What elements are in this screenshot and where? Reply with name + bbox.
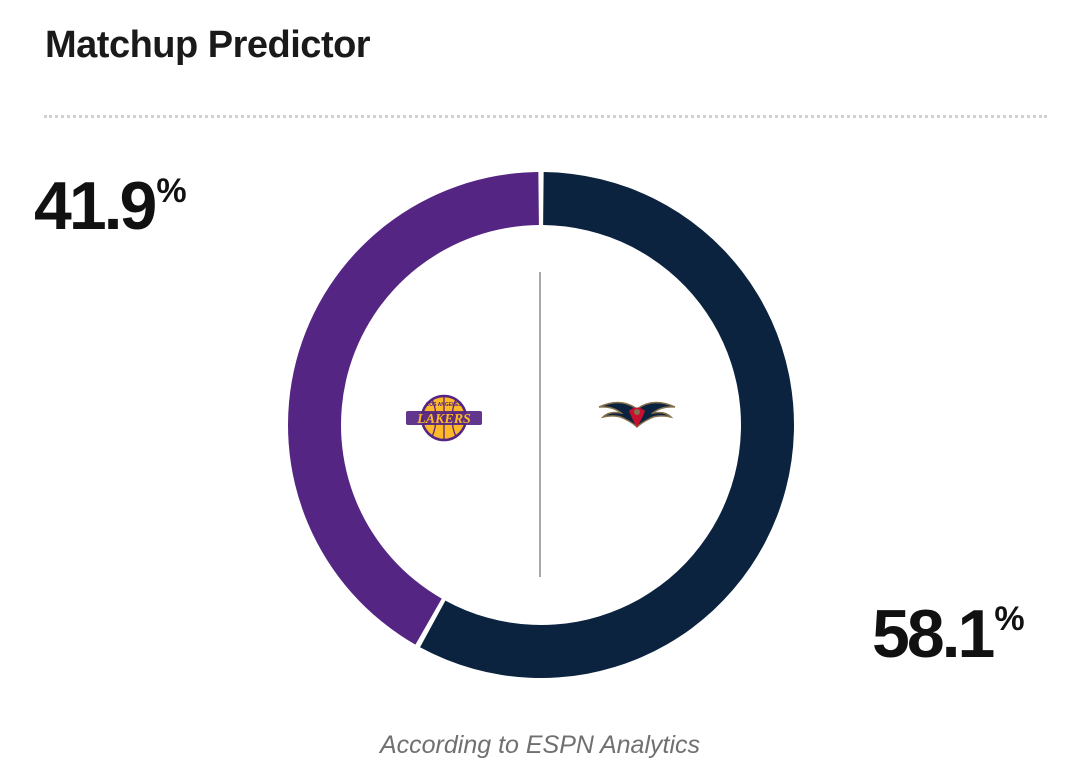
donut-slice-lakers — [288, 172, 539, 645]
home-percent-sign: % — [994, 600, 1025, 638]
away-win-probability-value: 41.9 — [34, 168, 157, 244]
lakers-logo-wordmark: LAKERS — [416, 412, 471, 427]
home-win-probability-value: 58.1 — [872, 596, 995, 672]
away-win-probability: 41.9% — [34, 172, 187, 240]
dotted-divider — [44, 115, 1047, 118]
pelicans-logo-icon — [598, 401, 676, 429]
lakers-logo-icon: LAKERS LOS ANGELES — [406, 394, 482, 442]
page-title: Matchup Predictor — [45, 24, 371, 66]
donut-slice-pelicans — [420, 172, 795, 678]
donut-slices — [288, 172, 795, 678]
away-percent-sign: % — [156, 172, 187, 210]
home-win-probability: 58.1% — [872, 600, 1025, 668]
source-credit: According to ESPN Analytics — [379, 731, 701, 759]
lakers-logo-subtext: LOS ANGELES — [426, 402, 462, 408]
